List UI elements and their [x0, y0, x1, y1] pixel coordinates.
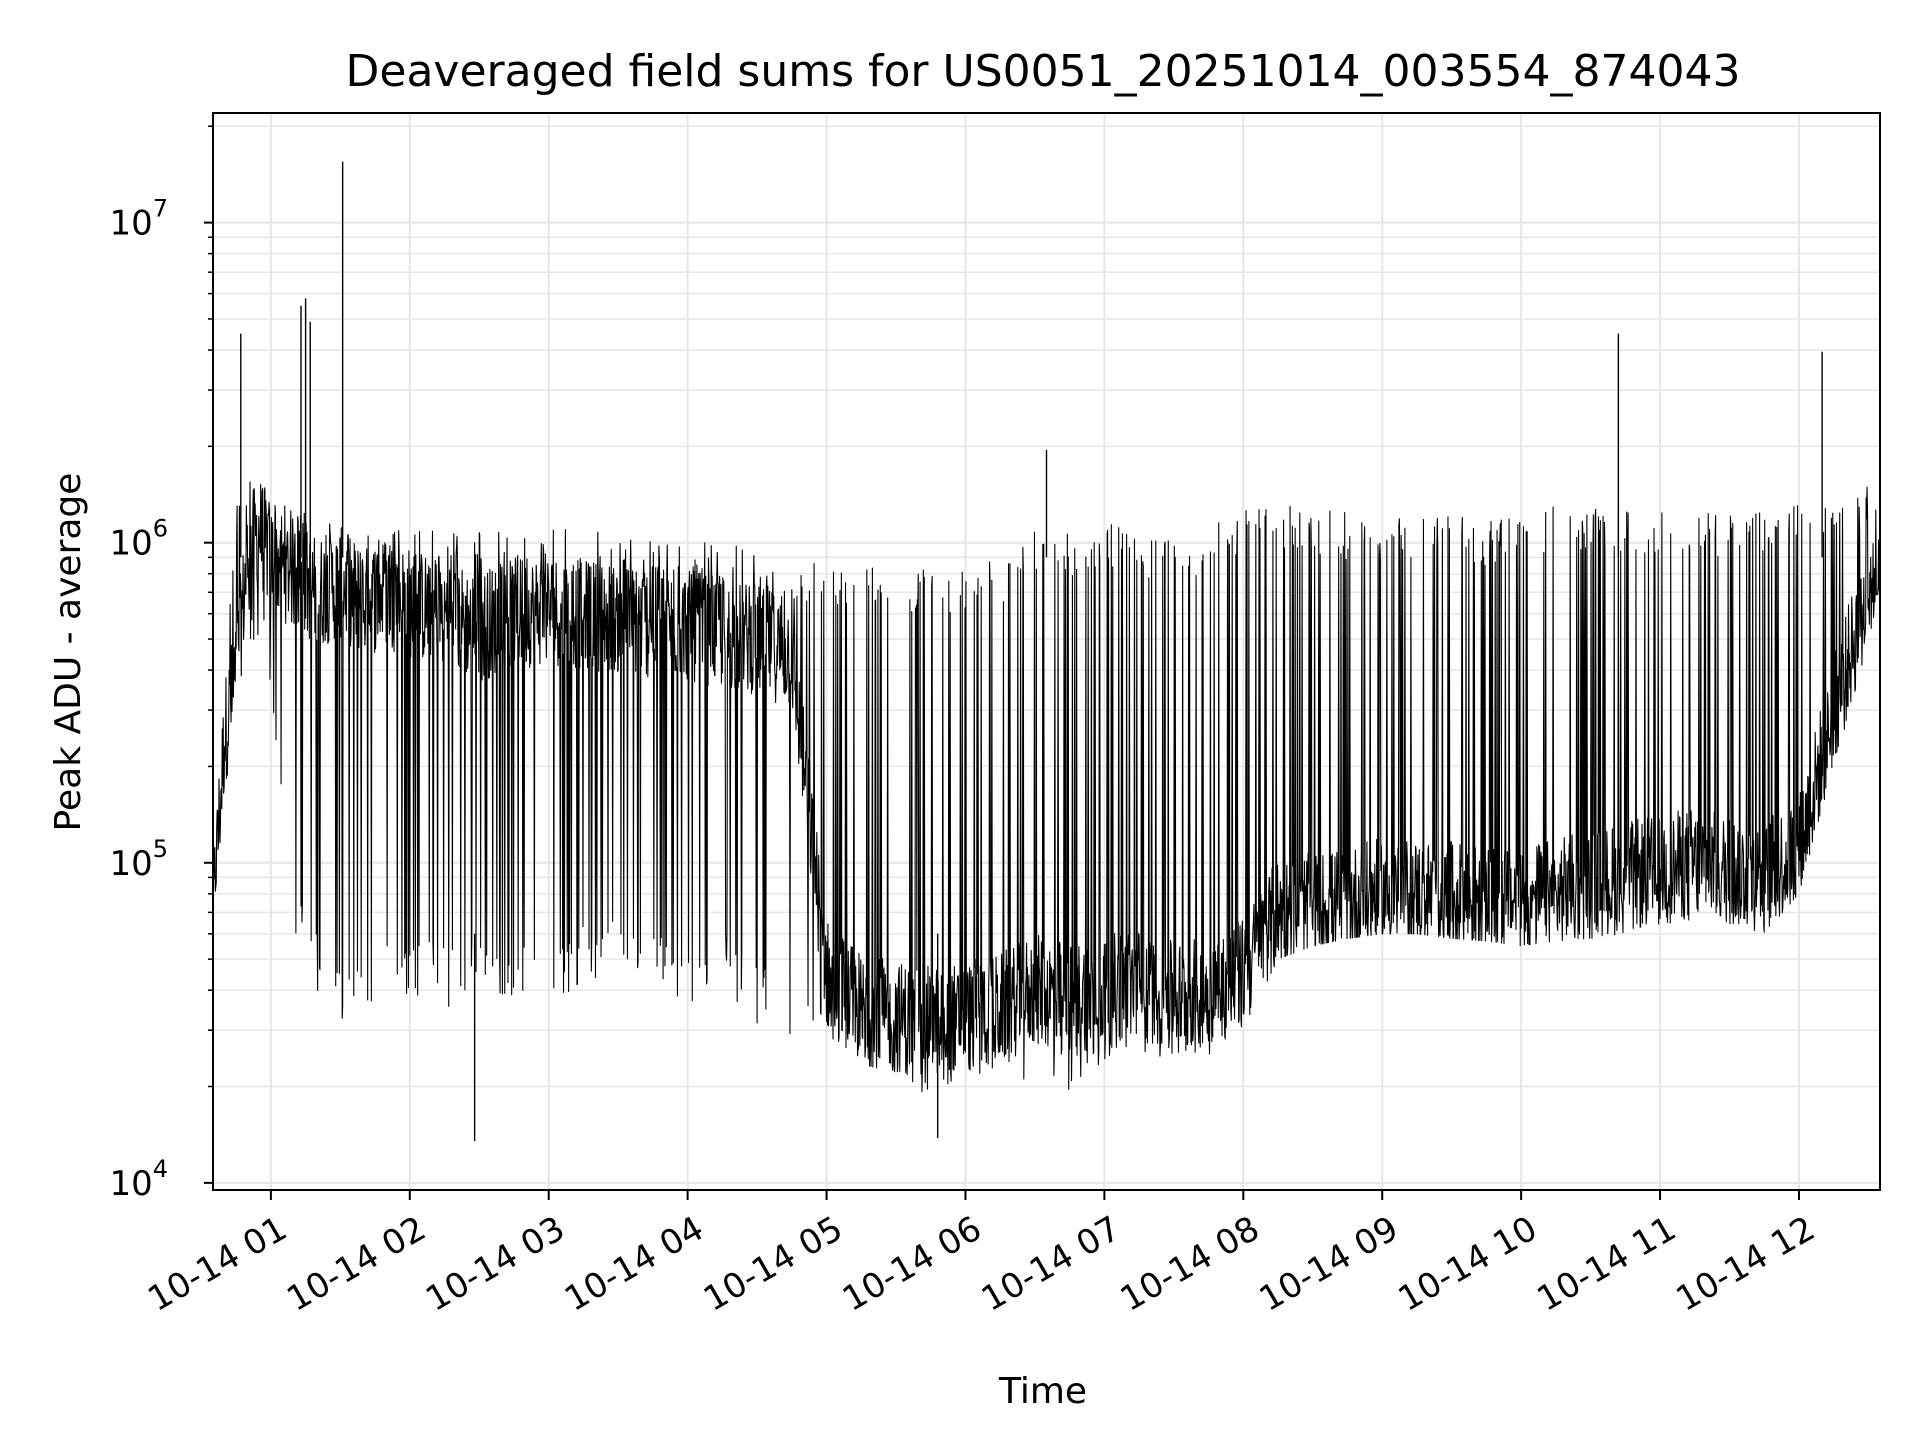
y-tick-exponent: 5	[153, 835, 168, 863]
y-tick-label: 105	[109, 835, 168, 884]
y-axis-label: Peak ADU - average	[48, 473, 89, 832]
y-tick-exponent: 6	[153, 515, 168, 543]
x-axis-label: Time	[998, 1371, 1087, 1412]
y-tick-base: 10	[109, 524, 152, 564]
y-tick-label: 107	[109, 195, 168, 244]
x-tick-label: 10-14 08	[1114, 1209, 1266, 1320]
x-tick-label: 10-14 12	[1669, 1209, 1821, 1320]
y-tick-base: 10	[109, 204, 152, 244]
y-tick-base: 10	[109, 1164, 152, 1204]
x-tick-label: 10-14 10	[1392, 1209, 1544, 1320]
series-line	[212, 161, 1881, 1142]
series-trace	[212, 481, 1881, 1093]
x-tick-label: 10-14 11	[1531, 1209, 1683, 1320]
x-tick-label: 10-14 01	[141, 1209, 293, 1320]
x-tick-label: 10-14 05	[697, 1209, 849, 1320]
y-tick-label: 104	[109, 1155, 168, 1204]
y-tick-exponent: 7	[153, 195, 168, 223]
plot-frame	[212, 112, 1881, 1191]
chart-title: Deaveraged field sums for US0051_2025101…	[346, 46, 1741, 97]
y-tick-label: 106	[109, 515, 168, 564]
x-tick-label: 10-14 04	[558, 1209, 710, 1320]
y-tick-exponent: 4	[153, 1155, 168, 1183]
x-tick-label: 10-14 07	[975, 1209, 1127, 1320]
x-tick-label: 10-14 09	[1253, 1209, 1405, 1320]
x-tick-label: 10-14 03	[419, 1209, 571, 1320]
grid-lines	[213, 113, 1880, 1190]
y-tick-base: 10	[109, 844, 152, 884]
x-tick-label: 10-14 06	[836, 1209, 988, 1320]
x-tick-label: 10-14 02	[280, 1209, 432, 1320]
